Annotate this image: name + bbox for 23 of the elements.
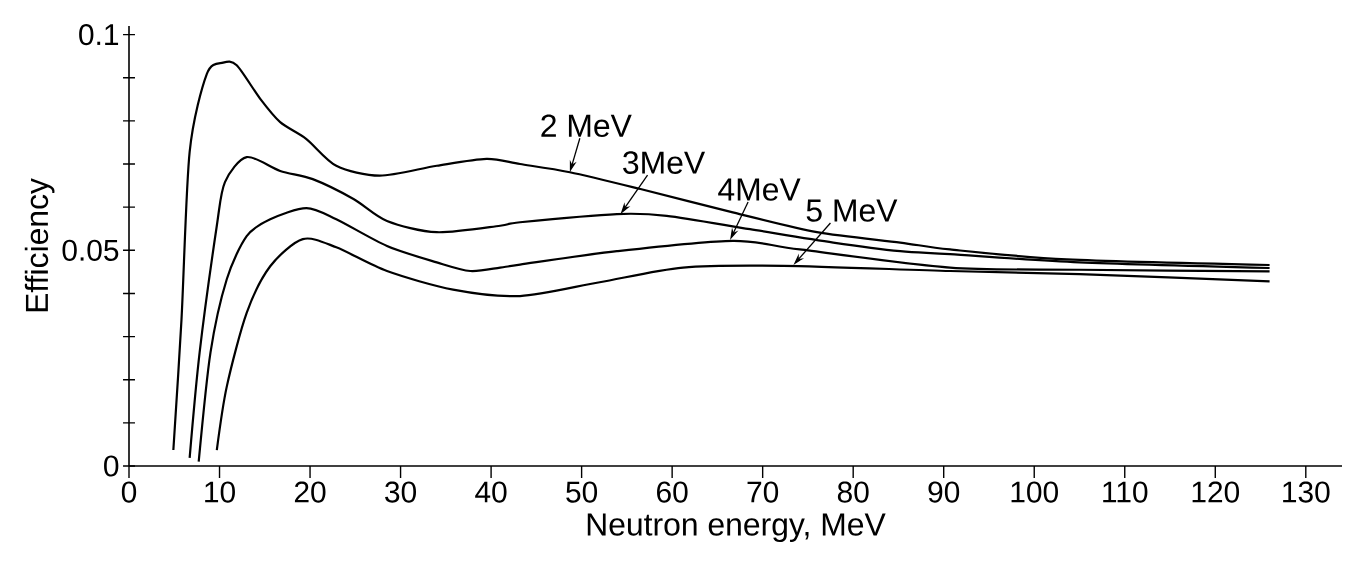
x-tick-label: 110 xyxy=(1103,481,1148,503)
x-tick-label: 40 xyxy=(475,481,507,503)
x-axis-title: Neutron energy, MeV xyxy=(587,513,886,542)
x-tick-label: 130 xyxy=(1283,481,1330,503)
y-axis-title: Efficiency xyxy=(24,178,55,312)
x-tick-label: 100 xyxy=(1011,481,1058,503)
annotation: 3MeV xyxy=(623,151,706,174)
x-tick-label: 50 xyxy=(566,481,598,503)
y-tick-label: 0.05 xyxy=(62,239,119,261)
x-tick-label: 10 xyxy=(205,481,235,503)
x-tick-label: 90 xyxy=(928,481,960,503)
x-tick-label: 30 xyxy=(385,481,417,503)
x-tick-label: 0 xyxy=(121,481,137,503)
x-tick-label: 80 xyxy=(837,481,869,503)
x-tick-label: 120 xyxy=(1192,481,1240,503)
annotation: 2 MeV xyxy=(541,114,632,138)
x-tick-label: 70 xyxy=(747,481,779,503)
x-tick-label: 20 xyxy=(294,481,326,503)
annotation: 5 MeV xyxy=(806,199,898,222)
y-tick-label: 0 xyxy=(104,455,119,477)
x-tick-label: 60 xyxy=(657,481,688,503)
annotation: 4MeV xyxy=(718,178,801,201)
y-tick-label: 0.1 xyxy=(79,24,119,46)
